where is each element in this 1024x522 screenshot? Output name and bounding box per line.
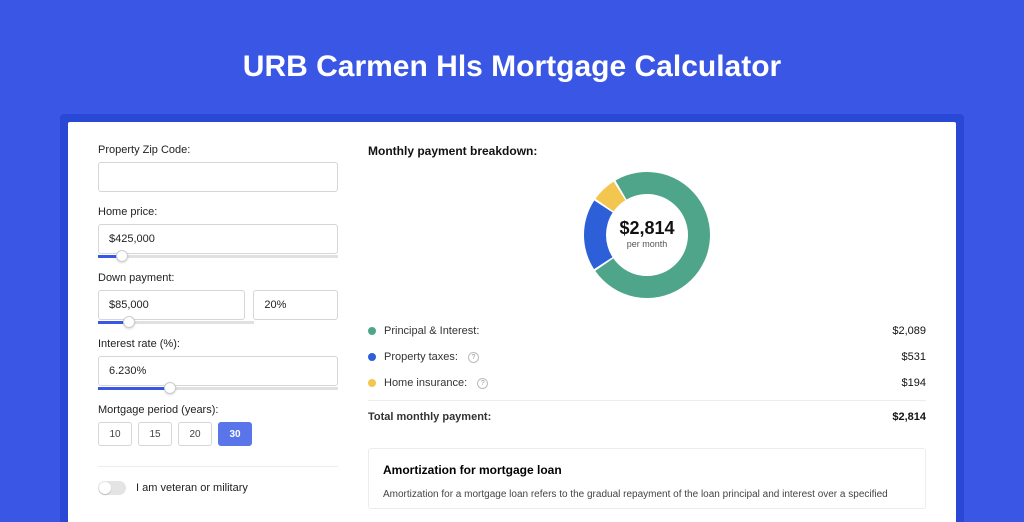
interest-input[interactable] — [98, 356, 338, 386]
down-payment-slider[interactable] — [98, 321, 254, 324]
calculator-card: Property Zip Code: Home price: Down paym… — [68, 122, 956, 522]
interest-slider[interactable] — [98, 387, 338, 390]
legend-row: Home insurance:? $194 — [368, 370, 926, 396]
legend: Principal & Interest: $2,089 Property taxe… — [368, 318, 926, 396]
donut-center-sub: per month — [627, 239, 668, 249]
inputs-column: Property Zip Code: Home price: Down paym… — [98, 144, 338, 522]
breakdown-column: Monthly payment breakdown: $2,814per mon… — [368, 144, 926, 522]
period-btn-20[interactable]: 20 — [178, 422, 212, 446]
home-price-slider[interactable] — [98, 255, 338, 258]
legend-value: $194 — [902, 377, 926, 389]
legend-dot — [368, 353, 376, 361]
period-buttons: 10152030 — [98, 422, 338, 446]
zip-label: Property Zip Code: — [98, 144, 338, 156]
zip-field: Property Zip Code: — [98, 144, 338, 192]
total-value: $2,814 — [892, 411, 926, 423]
interest-field: Interest rate (%): — [98, 338, 338, 390]
home-price-slider-thumb[interactable] — [116, 250, 128, 262]
calculator-frame: Property Zip Code: Home price: Down paym… — [60, 114, 964, 522]
home-price-input[interactable] — [98, 224, 338, 254]
down-payment-input[interactable] — [98, 290, 245, 320]
donut-chart: $2,814per month — [582, 170, 712, 300]
legend-value: $2,089 — [892, 325, 926, 337]
period-btn-15[interactable]: 15 — [138, 422, 172, 446]
donut-segment — [584, 201, 613, 270]
legend-dot — [368, 379, 376, 387]
legend-label: Property taxes: — [384, 351, 458, 363]
donut-chart-wrap: $2,814per month — [368, 170, 926, 300]
zip-input[interactable] — [98, 162, 338, 192]
period-btn-30[interactable]: 30 — [218, 422, 252, 446]
total-label: Total monthly payment: — [368, 411, 491, 423]
veteran-toggle[interactable] — [98, 481, 126, 495]
down-payment-pct-input[interactable] — [253, 290, 338, 320]
legend-label: Principal & Interest: — [384, 325, 479, 337]
legend-row: Principal & Interest: $2,089 — [368, 318, 926, 344]
down-payment-slider-thumb[interactable] — [123, 316, 135, 328]
amortization-title: Amortization for mortgage loan — [383, 463, 911, 477]
legend-dot — [368, 327, 376, 335]
amortization-text: Amortization for a mortgage loan refers … — [383, 487, 911, 502]
amortization-box: Amortization for mortgage loan Amortizat… — [368, 448, 926, 509]
info-icon[interactable]: ? — [468, 352, 479, 363]
period-field: Mortgage period (years): 10152030 — [98, 404, 338, 446]
info-icon[interactable]: ? — [477, 378, 488, 389]
veteran-label: I am veteran or military — [136, 482, 248, 494]
veteran-toggle-knob — [99, 482, 111, 494]
home-price-field: Home price: — [98, 206, 338, 258]
interest-label: Interest rate (%): — [98, 338, 338, 350]
period-btn-10[interactable]: 10 — [98, 422, 132, 446]
down-payment-label: Down payment: — [98, 272, 338, 284]
period-label: Mortgage period (years): — [98, 404, 338, 416]
down-payment-field: Down payment: — [98, 272, 338, 324]
home-price-label: Home price: — [98, 206, 338, 218]
breakdown-title: Monthly payment breakdown: — [368, 144, 926, 158]
veteran-row: I am veteran or military — [98, 466, 338, 495]
legend-label: Home insurance: — [384, 377, 467, 389]
total-row: Total monthly payment: $2,814 — [368, 400, 926, 430]
page-title: URB Carmen Hls Mortgage Calculator — [0, 0, 1024, 114]
legend-value: $531 — [902, 351, 926, 363]
legend-row: Property taxes:? $531 — [368, 344, 926, 370]
interest-slider-thumb[interactable] — [164, 382, 176, 394]
donut-center-amount: $2,814 — [619, 218, 674, 238]
interest-slider-fill — [98, 387, 170, 390]
